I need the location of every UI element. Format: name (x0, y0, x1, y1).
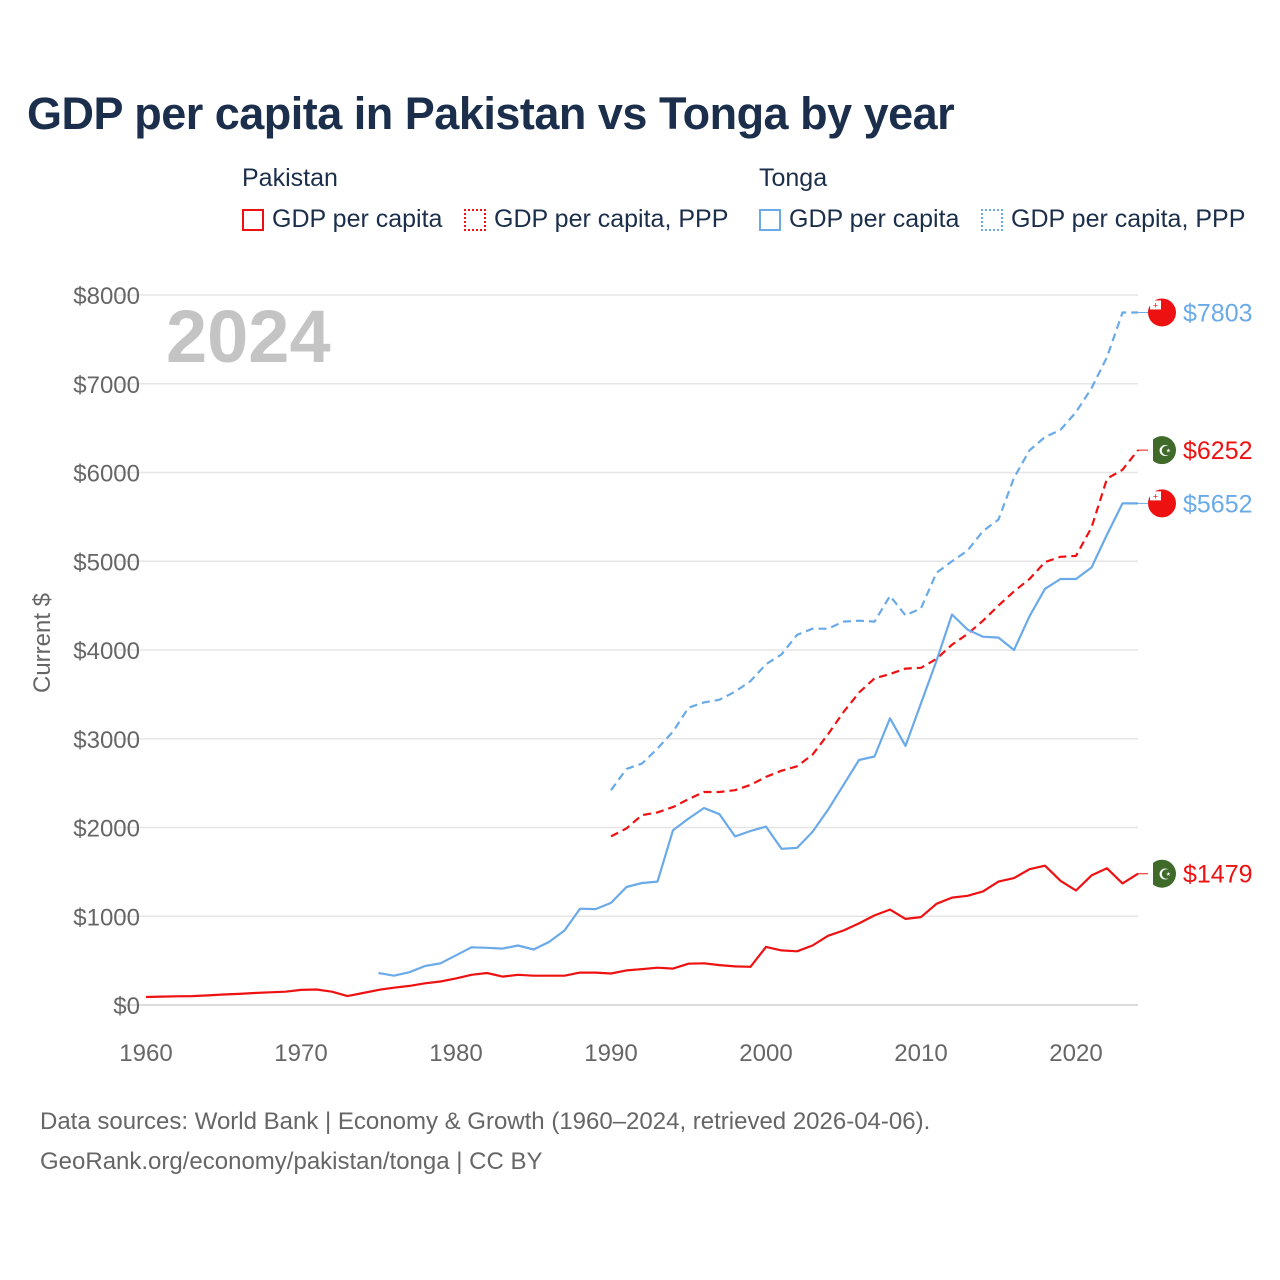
legend-label: GDP per capita, PPP (1011, 205, 1246, 233)
flag-canton (1150, 300, 1161, 310)
legend-item-pakistan-ppp[interactable]: GDP per capita, PPP (464, 205, 728, 234)
series-line-1 (610, 449, 1139, 838)
year-overlay: 2024 (166, 295, 331, 378)
series-line-3 (610, 311, 1138, 791)
x-tick-label: 1970 (274, 1040, 327, 1067)
legend-item-pakistan-gdp[interactable]: GDP per capita (242, 205, 442, 234)
y-tick-label: $6000 (73, 461, 140, 488)
footer-credit[interactable]: GeoRank.org/economy/pakistan/tonga | CC … (40, 1148, 543, 1175)
y-tick-label: $1000 (73, 904, 140, 931)
flag-canton (1150, 491, 1161, 501)
legend-swatch-dotted-red (464, 208, 486, 231)
legend-label: GDP per capita (789, 205, 960, 233)
end-value-label: $1479 (1183, 861, 1253, 889)
legend-item-tonga-gdp[interactable]: GDP per capita (759, 205, 959, 234)
y-tick-label: $5000 (73, 549, 140, 576)
legend-swatch-solid-blue (759, 208, 781, 231)
flag-stripe (1148, 436, 1153, 465)
crescent-icon: ☪ (1158, 867, 1171, 884)
legend-swatch-solid-red (242, 208, 264, 231)
cross-icon: + (1153, 300, 1158, 310)
y-tick-label: $3000 (73, 727, 140, 754)
legend-label: GDP per capita (272, 205, 443, 233)
x-tick-label: 1960 (119, 1040, 172, 1067)
x-tick-label: 2000 (739, 1040, 792, 1067)
chart-title: GDP per capita in Pakistan vs Tonga by y… (27, 88, 955, 139)
end-value-label: $7803 (1183, 299, 1253, 327)
x-tick-label: 1980 (429, 1040, 482, 1067)
end-value-label: $5652 (1183, 490, 1253, 518)
legend-swatch-dotted-blue (981, 208, 1003, 231)
legend-label: GDP per capita, PPP (494, 205, 729, 233)
x-tick-label: 2010 (894, 1040, 947, 1067)
legend-item-tonga-ppp[interactable]: GDP per capita, PPP (981, 205, 1245, 234)
x-tick-label: 2020 (1049, 1040, 1102, 1067)
pakistan-flag-icon (1148, 859, 1176, 888)
x-tick-label: 1990 (584, 1040, 637, 1067)
legend-group-tonga: Tonga (759, 164, 828, 192)
y-tick-label: $7000 (73, 372, 140, 399)
series-line-2 (378, 502, 1138, 977)
y-tick-label: $4000 (73, 638, 140, 665)
y-axis-label: Current $ (29, 593, 56, 693)
series-line-0 (145, 864, 1139, 999)
end-value-label: $6252 (1183, 437, 1253, 465)
y-tick-label: $0 (113, 993, 140, 1020)
cross-icon: + (1153, 491, 1158, 501)
crescent-icon: ☪ (1158, 443, 1171, 460)
legend-group-pakistan: Pakistan (242, 164, 338, 192)
y-tick-label: $2000 (73, 816, 140, 843)
y-tick-label: $8000 (73, 283, 140, 310)
pakistan-flag-icon (1148, 436, 1176, 465)
flag-stripe (1148, 859, 1153, 888)
footer-sources: Data sources: World Bank | Economy & Gro… (40, 1108, 931, 1135)
